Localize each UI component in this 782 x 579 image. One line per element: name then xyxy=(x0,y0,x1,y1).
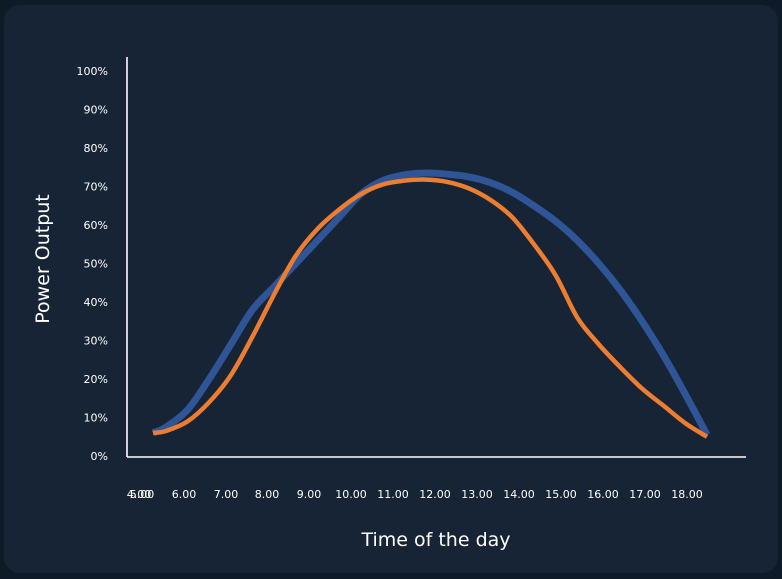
x-tick-label: 15.00 xyxy=(545,488,577,501)
x-tick-label: 11.00 xyxy=(377,488,409,501)
y-tick-label: 80% xyxy=(84,142,108,155)
x-tick-label: 12.00 xyxy=(419,488,451,501)
y-tick-label: 10% xyxy=(84,412,108,425)
x-tick-label: 17.00 xyxy=(629,488,661,501)
y-tick-label: 60% xyxy=(84,219,108,232)
y-tick-label: 100% xyxy=(77,65,108,78)
y-tick-label: 30% xyxy=(84,335,108,348)
x-tick-label: 4.00 xyxy=(127,488,152,501)
y-tick-label: 20% xyxy=(84,373,108,386)
x-tick-label: 6.00 xyxy=(172,488,197,501)
x-tick-label: 5.00 xyxy=(130,488,155,501)
x-tick-label: 7.00 xyxy=(214,488,239,501)
y-tick-labels: 0% 10% 20% 30% 40% 50% 60% 70% 80% 90% 100% xyxy=(77,65,108,463)
y-tick-label: 0% xyxy=(91,450,108,463)
axes xyxy=(126,57,746,458)
x-tick-label: 13.00 xyxy=(461,488,493,501)
chart-panel xyxy=(4,5,778,573)
series-lines xyxy=(151,169,711,439)
y-tick-label: 70% xyxy=(84,181,108,194)
series-line-orange xyxy=(152,177,709,439)
x-axis-title: Time of the day xyxy=(360,529,510,551)
x-tick-labels: 4.005.00 6.00 7.00 8.00 9.00 10.00 11.00 12.00 1… xyxy=(127,488,703,501)
y-tick-label: 50% xyxy=(84,258,108,271)
x-tick-label: 14.00 xyxy=(503,488,535,501)
x-tick-label: 8.00 xyxy=(255,488,280,501)
y-tick-label: 90% xyxy=(84,104,108,117)
x-tick-label: 10.00 xyxy=(335,488,367,501)
x-tick-label: 9.00 xyxy=(297,488,322,501)
series-line-blue xyxy=(151,169,711,437)
y-tick-label: 40% xyxy=(84,296,108,309)
y-axis-title: Power Output xyxy=(32,194,54,323)
x-tick-label: 16.00 xyxy=(587,488,619,501)
x-tick-label: 18.00 xyxy=(671,488,703,501)
